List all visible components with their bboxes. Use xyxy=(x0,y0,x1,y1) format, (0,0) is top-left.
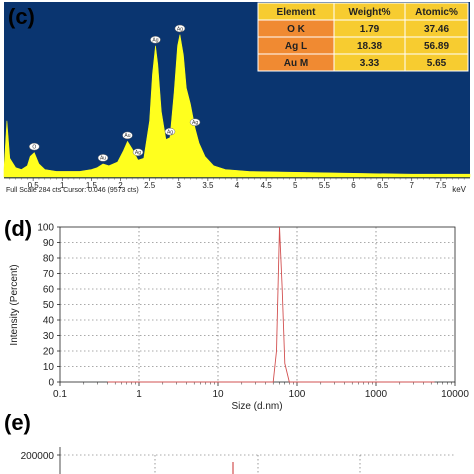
eds-x-tick-label: 2.5 xyxy=(144,181,156,190)
table-header-cell: Element xyxy=(277,7,317,18)
dls-x-tick-label: 0.1 xyxy=(53,389,67,400)
eds-x-tick-label: 3.5 xyxy=(202,181,214,190)
dls-x-tick-label: 100 xyxy=(289,389,306,400)
peak-label-text: Au xyxy=(100,156,106,162)
peak-label-text: Au xyxy=(124,133,130,139)
eds-x-tick-label: 4.5 xyxy=(261,181,273,190)
eds-x-tick-label: 6.5 xyxy=(377,181,389,190)
dls-y-tick-label: 50 xyxy=(43,300,55,311)
eds-x-tick-label: 3 xyxy=(177,181,182,190)
dls-y-tick-label: 30 xyxy=(43,331,55,342)
dls-x-axis-title: Size (d.nm) xyxy=(231,401,282,412)
table-value-cell: 56.89 xyxy=(424,41,449,52)
peak-label-badge xyxy=(150,36,161,44)
dls-size-distribution-line xyxy=(107,226,435,383)
peak-label-badge xyxy=(122,131,133,140)
composition-table: Element Weight% Atomic% O K 1.79 37.46 Ag L 18.… xyxy=(257,2,469,72)
eds-peak-labels: O Au Au Ag Ag Ag Ag Ag xyxy=(29,24,201,162)
dls-x-tick-label: 1 xyxy=(136,389,142,400)
peak-label-text: Ag xyxy=(192,120,198,126)
dls-y-tick-label: 100 xyxy=(37,223,54,234)
peak-label-badge xyxy=(164,127,176,136)
panel-label-e: (e) xyxy=(4,410,31,435)
table-value-cell: 3.33 xyxy=(360,58,380,69)
peak-label-text: Ag xyxy=(135,150,141,156)
eds-spectrum-area xyxy=(3,34,471,178)
panel-e-y-tick-label: 200000 xyxy=(21,451,55,462)
eds-x-tick-label: 4 xyxy=(235,181,240,190)
table-cell xyxy=(404,53,469,72)
table-value-cell: 18.38 xyxy=(357,41,382,52)
panel-e: (e) 200000 xyxy=(4,410,455,474)
table-value-cell: O K xyxy=(287,24,306,35)
dls-x-tick-label: 10 xyxy=(212,389,224,400)
dls-x-tick-label: 1000 xyxy=(365,389,388,400)
table-value-cell: Au M xyxy=(284,58,308,69)
table-value-cell: 5.65 xyxy=(427,58,447,69)
dls-y-tick-label: 70 xyxy=(43,269,55,280)
dls-y-tick-label: 0 xyxy=(48,378,54,389)
eds-panel: O Au Au Ag Ag Ag Ag Ag (c) Element Weight% Atomic… xyxy=(3,2,471,194)
table-header-cell: Weight% xyxy=(348,7,390,18)
panel-label-d: (d) xyxy=(4,216,32,241)
eds-x-tick-label: 6 xyxy=(351,181,356,190)
eds-footer-text: Full Scale 284 cts Cursor: 0.046 (9573 c… xyxy=(6,187,139,194)
eds-x-tick-label: 0.5 xyxy=(28,181,40,190)
dls-y-tick-label: 90 xyxy=(43,238,55,249)
dls-ticks: 0.1 1 10 100 1000 10000 0 10 20 30 40 50 60 70 80 90 100 xyxy=(37,223,469,401)
peak-label-badge xyxy=(29,142,40,151)
peak-label-badge xyxy=(174,24,186,33)
eds-x-tick-label: 2 xyxy=(118,181,123,190)
dls-y-tick-label: 20 xyxy=(43,347,55,358)
eds-x-tick-label: 5.5 xyxy=(319,181,331,190)
peak-label-badge xyxy=(97,154,109,162)
peak-label-text: Ag xyxy=(152,38,158,44)
eds-x-tick-label: 1 xyxy=(60,181,65,190)
eds-x-unit: keV xyxy=(452,185,466,194)
dls-y-axis-title: Intensity (Percent) xyxy=(9,264,20,345)
dls-gridlines xyxy=(60,227,455,382)
table-header-cell: Atomic% xyxy=(415,7,458,18)
eds-axis-strip xyxy=(4,178,470,194)
dls-y-tick-label: 80 xyxy=(43,254,55,265)
eds-x-tick-label: 7.5 xyxy=(435,181,447,190)
table-value-cell: Ag L xyxy=(285,41,307,52)
peak-label-text: Ag xyxy=(167,129,173,135)
panel-label-c: (c) xyxy=(8,4,35,29)
peak-label-text: Ag xyxy=(177,26,183,32)
eds-x-tick-label: 5 xyxy=(293,181,298,190)
dls-y-tick-label: 10 xyxy=(43,362,55,373)
eds-x-tick-label: 1.5 xyxy=(86,181,98,190)
dls-y-tick-label: 40 xyxy=(43,316,55,327)
dls-x-tick-label: 10000 xyxy=(441,389,469,400)
peak-label-badge xyxy=(132,148,144,156)
table-value-cell: 1.79 xyxy=(360,24,380,35)
eds-x-tick-label: 7 xyxy=(410,181,415,190)
peak-label-text: O xyxy=(32,144,36,150)
peak-label-badge xyxy=(189,118,201,126)
eds-x-ticks: 0.5 1 1.5 2 2.5 3 3.5 4 4.5 5 5.5 6 6.5 7 7.5 xyxy=(9,178,465,190)
dls-panel: (d) 0.1 1 10 100 1000 10000 0 10 20 30 40 50 60 70 80 9… xyxy=(4,216,469,412)
table-value-cell: 37.46 xyxy=(424,24,449,35)
dls-y-tick-label: 60 xyxy=(43,285,55,296)
